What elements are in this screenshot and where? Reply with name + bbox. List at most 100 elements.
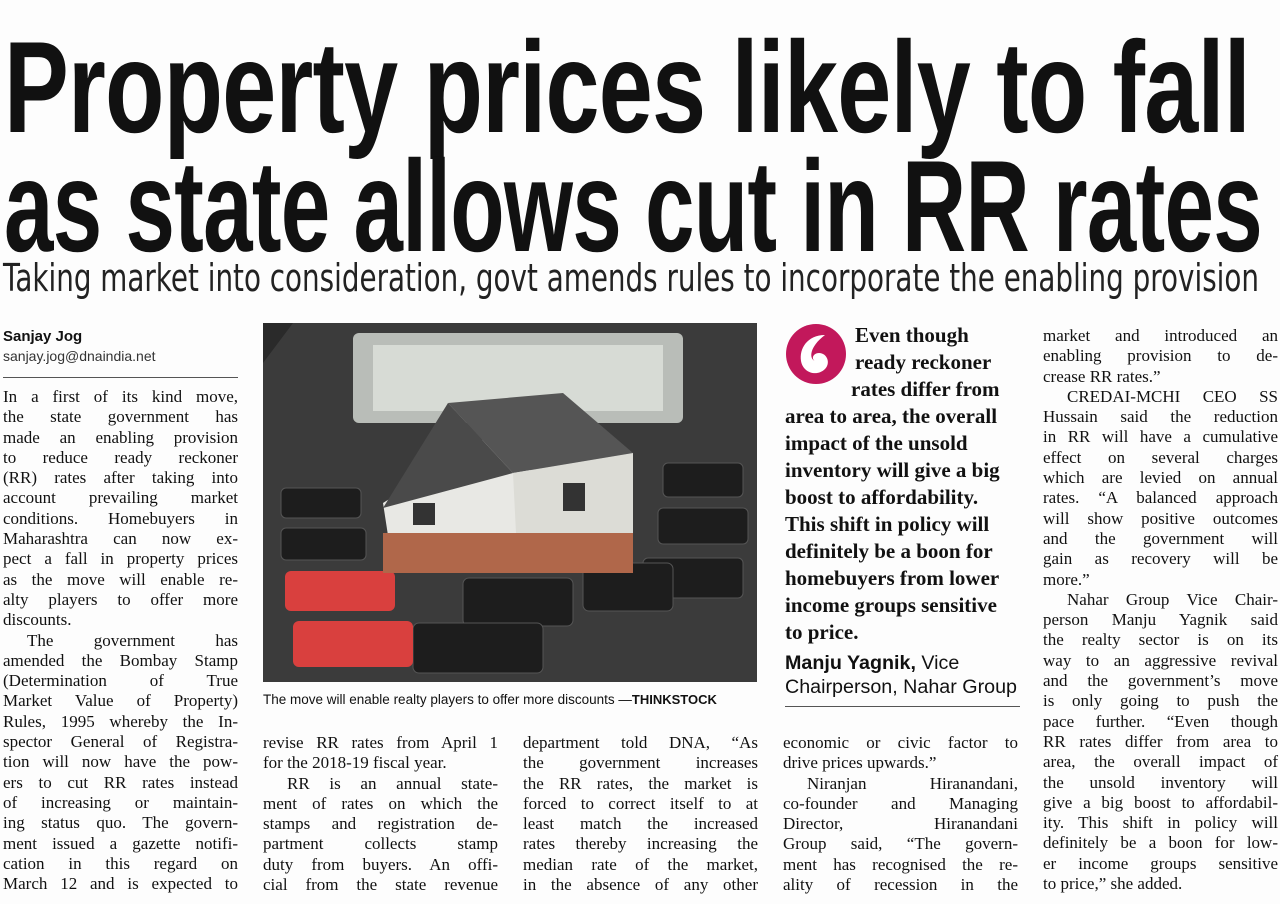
- text-line: conditions. Homebuyers in: [3, 508, 238, 528]
- text-line: Rules, 1995 whereby the In-: [3, 711, 238, 731]
- text-line: the unsold inventory will: [1043, 772, 1278, 792]
- text-line: er income groups sensitive: [1043, 853, 1278, 873]
- text-line: (RR) rates after taking into: [3, 468, 238, 488]
- subheadline: Taking market into consideration, govt a…: [3, 256, 1259, 300]
- text-line: least match the increased: [523, 814, 758, 834]
- text-line: Maharashtra can now ex-: [3, 529, 238, 549]
- caption-text: The move will enable realty players to o…: [263, 692, 632, 707]
- text-line: revise RR rates from April 1: [263, 733, 498, 752]
- text-line: rates. “A balanced approach: [1043, 488, 1278, 508]
- text-line: drive prices upwards.”: [783, 753, 937, 773]
- quote-role: Vice: [921, 653, 960, 674]
- text-line: ment has recognised the re-: [783, 854, 1018, 874]
- text-line: enabling provision to de-: [1043, 346, 1278, 366]
- text-line: amended the Bombay Stamp: [3, 650, 238, 670]
- quote-line: income groups sensitive: [785, 593, 997, 617]
- text-line: crease RR rates.”: [1043, 366, 1161, 386]
- text-line: person Manju Yagnik said: [1043, 610, 1278, 630]
- text-line: ity. This shift in policy will: [1043, 813, 1278, 833]
- text-line: ality of recession in the: [783, 875, 1018, 895]
- text-line: market and introduced an: [1043, 326, 1278, 345]
- quote-attribution: Manju Yagnik, Vice Chairperson, Nahar Gr…: [785, 652, 1017, 700]
- rule: [3, 377, 238, 378]
- text-column: economic or civic factor to drive prices …: [783, 733, 1018, 895]
- text-line: Hussain said the reduction: [1043, 407, 1278, 427]
- text-line: pect a fall in property prices: [3, 549, 238, 569]
- text-line: ing status quo. The govern-: [3, 813, 238, 833]
- text-line: will show positive outcomes: [1043, 508, 1278, 528]
- text-line: (Determination of True: [3, 671, 238, 691]
- text-line: March 12 and is expected to: [3, 874, 238, 894]
- text-line: duty from buyers. An offi-: [263, 854, 498, 874]
- text-line: gain as recovery will be: [1043, 549, 1278, 569]
- text-line: more.”: [1043, 569, 1090, 589]
- text-line: Niranjan Hiranandani,: [807, 773, 1018, 793]
- text-line: stamps and registration de-: [263, 814, 498, 834]
- quote-line: This shift in policy will: [785, 512, 990, 536]
- text-line: discounts.: [3, 610, 72, 630]
- text-line: and the government’s move: [1043, 671, 1278, 691]
- text-line: definitely be a boon for low-: [1043, 833, 1278, 853]
- headline-line: as state allows cut in RR rates: [4, 133, 1263, 279]
- text-column: market and introduced an enabling provisi…: [1043, 326, 1278, 894]
- text-line: ers to cut RR rates instead: [3, 772, 238, 792]
- quote-line: Even though: [855, 323, 969, 347]
- text-line: and the government will: [1043, 528, 1278, 548]
- text-line: CREDAI-MCHI CEO SS: [1067, 386, 1278, 406]
- text-line: account prevailing market: [3, 488, 238, 508]
- text-column: department told DNA, “As the government i…: [523, 733, 758, 895]
- photo-credit: THINKSTOCK: [631, 692, 717, 707]
- text-line: made an enabling provision: [3, 427, 238, 447]
- photo: [263, 323, 757, 682]
- rule: [785, 706, 1020, 707]
- text-line: area, the overall impact of: [1043, 752, 1278, 772]
- text-column: In a first of its kind move, the state go…: [3, 387, 238, 894]
- quote-line: inventory will give a big: [785, 458, 1000, 482]
- quote-line: rates differ from: [851, 377, 1000, 401]
- text-line: cation in this regard on: [3, 853, 238, 873]
- quote-line: to price.: [785, 620, 859, 644]
- text-line: alty players to offer more: [3, 589, 238, 609]
- text-line: RR rates differ from area to: [1043, 731, 1278, 751]
- text-line: co-founder and Managing: [783, 793, 1018, 813]
- text-line: partment collects stamp: [263, 834, 498, 854]
- text-line: the RR rates, the market is: [523, 773, 758, 793]
- text-line: in RR will have a cumulative: [1043, 427, 1278, 447]
- text-line: to price,” she added.: [1043, 874, 1183, 894]
- quote-line: impact of the unsold: [785, 431, 968, 455]
- quote-line: area to area, the overall: [785, 404, 998, 428]
- text-line: tion will now have the pow-: [3, 752, 238, 772]
- text-line: Director, Hiranandani: [783, 814, 1018, 834]
- text-line: forced to correct itself to at: [523, 793, 758, 813]
- text-column: revise RR rates from April 1 for the 2018…: [263, 733, 498, 895]
- text-line: for the 2018-19 fiscal year.: [263, 753, 447, 773]
- text-line: ment of rates on which the: [263, 793, 498, 813]
- text-line: The government has: [27, 630, 238, 650]
- text-line: of increasing or maintain-: [3, 792, 238, 812]
- quote-line: homebuyers from lower: [785, 566, 1000, 590]
- text-line: median rate of the market,: [523, 854, 758, 874]
- text-line: In a first of its kind move,: [3, 387, 238, 406]
- text-line: the state government has: [3, 407, 238, 427]
- text-line: pace further. “Even though: [1043, 711, 1278, 731]
- text-line: in the absence of any other: [523, 875, 758, 895]
- quote-line: ready reckoner: [855, 350, 992, 374]
- quote-role: Chairperson, Nahar Group: [785, 677, 1017, 698]
- text-line: way to an aggressive revival: [1043, 650, 1278, 670]
- text-line: which are levied on annual: [1043, 468, 1278, 488]
- text-line: to reduce ready reckoner: [3, 447, 238, 467]
- text-line: department told DNA, “As: [523, 733, 758, 752]
- text-line: the government increases: [523, 753, 758, 773]
- text-line: rates thereby increasing the: [523, 834, 758, 854]
- text-line: give a big boost to affordabil-: [1043, 792, 1278, 812]
- byline-name: Sanjay Jog: [3, 328, 83, 345]
- text-line: RR is an annual state-: [287, 773, 498, 793]
- quote-line: definitely be a boon for: [785, 539, 993, 563]
- text-line: Group said, “The govern-: [783, 834, 1018, 854]
- text-line: cial from the state revenue: [263, 875, 498, 895]
- headline-line: Property prices likely to fall: [4, 14, 1251, 160]
- quote-name: Manju Yagnik,: [785, 653, 916, 674]
- text-line: economic or civic factor to: [783, 733, 1018, 752]
- quote-line: boost to affordability.: [785, 485, 979, 509]
